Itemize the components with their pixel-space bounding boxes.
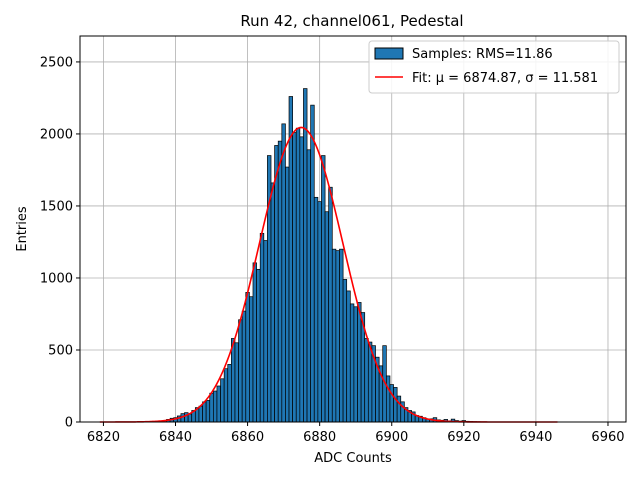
histogram-bar bbox=[313, 196, 319, 423]
x-tick-label: 6940 bbox=[519, 430, 552, 445]
y-tick-label: 2000 bbox=[40, 127, 73, 142]
histogram-bar bbox=[288, 96, 293, 423]
histogram-bar bbox=[241, 310, 247, 423]
histogram-bar bbox=[385, 375, 391, 423]
x-tick-label: 6820 bbox=[87, 430, 120, 445]
y-tick-label: 1000 bbox=[40, 271, 73, 286]
legend-box bbox=[368, 40, 620, 94]
chart-title: Run 42, channel061, Pedestal bbox=[240, 12, 463, 30]
histogram-bar bbox=[198, 405, 203, 423]
legend-samples-label: Samples: RMS=11.86 bbox=[412, 47, 553, 62]
y-tick-label: 0 bbox=[65, 416, 73, 431]
legend: Samples: RMS=11.86 Fit: μ = 6874.87, σ =… bbox=[368, 40, 620, 94]
histogram-bar bbox=[281, 123, 286, 423]
histogram-bar bbox=[328, 186, 333, 423]
histogram-bar bbox=[353, 306, 358, 423]
x-axis: 6820 6840 6860 6880 6900 6920 6940 6960 bbox=[87, 422, 625, 445]
histogram-bar bbox=[285, 166, 290, 423]
histogram-bar bbox=[310, 104, 315, 423]
histogram-bar bbox=[216, 385, 221, 423]
histogram-bar bbox=[202, 401, 207, 423]
legend-fit-label: Fit: μ = 6874.87, σ = 11.581 bbox=[412, 71, 598, 86]
histogram-bar bbox=[205, 400, 211, 423]
histogram-bars bbox=[155, 88, 481, 423]
histogram-bar bbox=[277, 140, 283, 423]
histogram-bar bbox=[306, 149, 312, 423]
legend-samples-swatch bbox=[374, 47, 404, 60]
histogram-bar bbox=[303, 88, 308, 423]
x-tick-label: 6960 bbox=[591, 430, 624, 445]
histogram-bar bbox=[331, 248, 337, 423]
histogram-bar bbox=[339, 248, 344, 423]
histogram-bar bbox=[396, 395, 402, 423]
y-axis: 0 500 1000 1500 2000 2500 bbox=[40, 55, 80, 431]
histogram-bar bbox=[270, 182, 275, 423]
histogram-bar bbox=[295, 127, 301, 423]
y-axis-label: Entries bbox=[15, 206, 30, 252]
histogram-bar bbox=[346, 290, 351, 423]
histogram-bar bbox=[342, 279, 348, 423]
histogram-bar bbox=[252, 262, 257, 423]
histogram-bar bbox=[234, 342, 239, 423]
histogram-bar bbox=[299, 136, 304, 423]
histogram-bar bbox=[321, 155, 326, 423]
histogram-bar bbox=[220, 378, 225, 423]
histogram-bar bbox=[212, 390, 218, 423]
histogram-bar bbox=[227, 364, 232, 423]
histogram-bar bbox=[263, 240, 268, 423]
histogram-bar bbox=[357, 302, 362, 423]
x-tick-label: 6840 bbox=[159, 430, 192, 445]
histogram-bar bbox=[324, 211, 330, 423]
y-tick-label: 500 bbox=[48, 343, 73, 358]
plot-frame bbox=[79, 35, 627, 423]
histogram-bar bbox=[349, 303, 355, 423]
histogram-bar bbox=[259, 232, 265, 423]
histogram-bar bbox=[223, 368, 229, 423]
histogram-bar bbox=[367, 341, 373, 423]
histogram-bar bbox=[245, 292, 250, 423]
x-tick-label: 6860 bbox=[231, 430, 264, 445]
histogram-bar bbox=[249, 296, 254, 423]
y-tick-label: 1500 bbox=[40, 199, 73, 214]
histogram-bar bbox=[231, 338, 236, 423]
histogram-bar bbox=[389, 384, 394, 423]
x-axis-label: ADC Counts bbox=[314, 451, 392, 466]
histogram-bar bbox=[335, 250, 340, 423]
x-tick-label: 6920 bbox=[447, 430, 480, 445]
histogram-bar bbox=[292, 132, 297, 423]
histogram-bar bbox=[317, 201, 322, 423]
histogram-bar bbox=[393, 387, 398, 423]
y-tick-label: 2500 bbox=[40, 55, 73, 70]
histogram-bar bbox=[364, 338, 369, 423]
histogram-bar bbox=[238, 319, 243, 423]
histogram-bar bbox=[274, 145, 279, 423]
histogram-bar bbox=[187, 413, 193, 423]
histogram-bar bbox=[209, 392, 214, 423]
x-tick-label: 6900 bbox=[375, 430, 408, 445]
x-tick-label: 6880 bbox=[303, 430, 336, 445]
histogram-bar bbox=[256, 268, 261, 423]
